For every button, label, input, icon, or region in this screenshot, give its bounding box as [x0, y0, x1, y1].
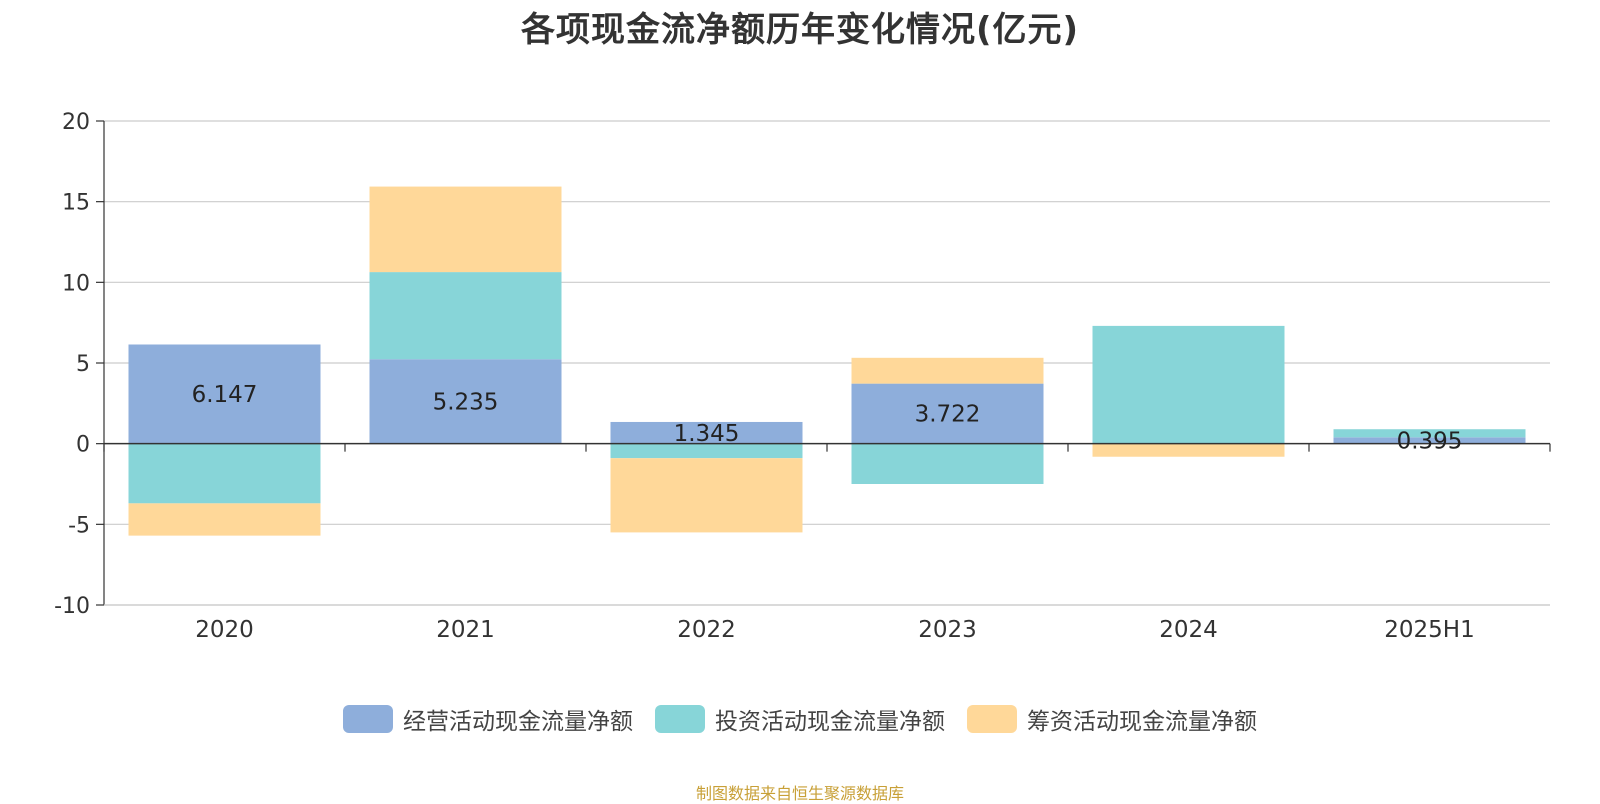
bar-segment	[129, 444, 321, 504]
legend: 经营活动现金流量净额 投资活动现金流量净额 筹资活动现金流量净额	[0, 702, 1600, 736]
y-tick-label: -10	[54, 594, 90, 619]
y-tick-label: 20	[62, 110, 90, 135]
legend-label-investing: 投资活动现金流量净额	[715, 702, 945, 736]
data-label: 1.345	[674, 421, 740, 447]
data-label: 5.235	[433, 389, 499, 415]
bar-segment	[611, 458, 803, 532]
y-tick-label: 0	[76, 433, 90, 458]
bar-segment	[852, 358, 1044, 384]
legend-label-operating: 经营活动现金流量净额	[403, 702, 633, 736]
legend-label-financing: 筹资活动现金流量净额	[1027, 702, 1257, 736]
bar-segment	[1093, 326, 1285, 444]
x-tick-label: 2021	[436, 617, 495, 643]
bar-segment	[852, 444, 1044, 484]
x-tick-label: 2025H1	[1384, 617, 1474, 643]
legend-item-investing[interactable]: 投资活动现金流量净额	[655, 702, 945, 736]
bar-segment	[1093, 444, 1285, 457]
legend-swatch-operating	[343, 705, 393, 733]
bar-segment	[370, 272, 562, 359]
y-tick-label: 10	[62, 271, 90, 296]
y-tick-label: -5	[68, 513, 90, 538]
legend-item-operating[interactable]: 经营活动现金流量净额	[343, 702, 633, 736]
y-tick-label: 5	[76, 352, 90, 377]
x-tick-label: 2024	[1159, 617, 1218, 643]
legend-swatch-investing	[655, 705, 705, 733]
x-tick-label: 2022	[677, 617, 736, 643]
legend-swatch-financing	[967, 705, 1017, 733]
source-note: 制图数据来自恒生聚源数据库	[0, 780, 1600, 804]
legend-item-financing[interactable]: 筹资活动现金流量净额	[967, 702, 1257, 736]
x-tick-label: 2023	[918, 617, 977, 643]
data-label: 6.147	[192, 382, 258, 408]
bar-segment	[370, 187, 562, 273]
x-tick-label: 2020	[195, 617, 254, 643]
bar-segment	[129, 503, 321, 535]
data-label: 0.395	[1397, 428, 1463, 454]
data-label: 3.722	[915, 402, 981, 428]
y-tick-label: 15	[62, 191, 90, 216]
